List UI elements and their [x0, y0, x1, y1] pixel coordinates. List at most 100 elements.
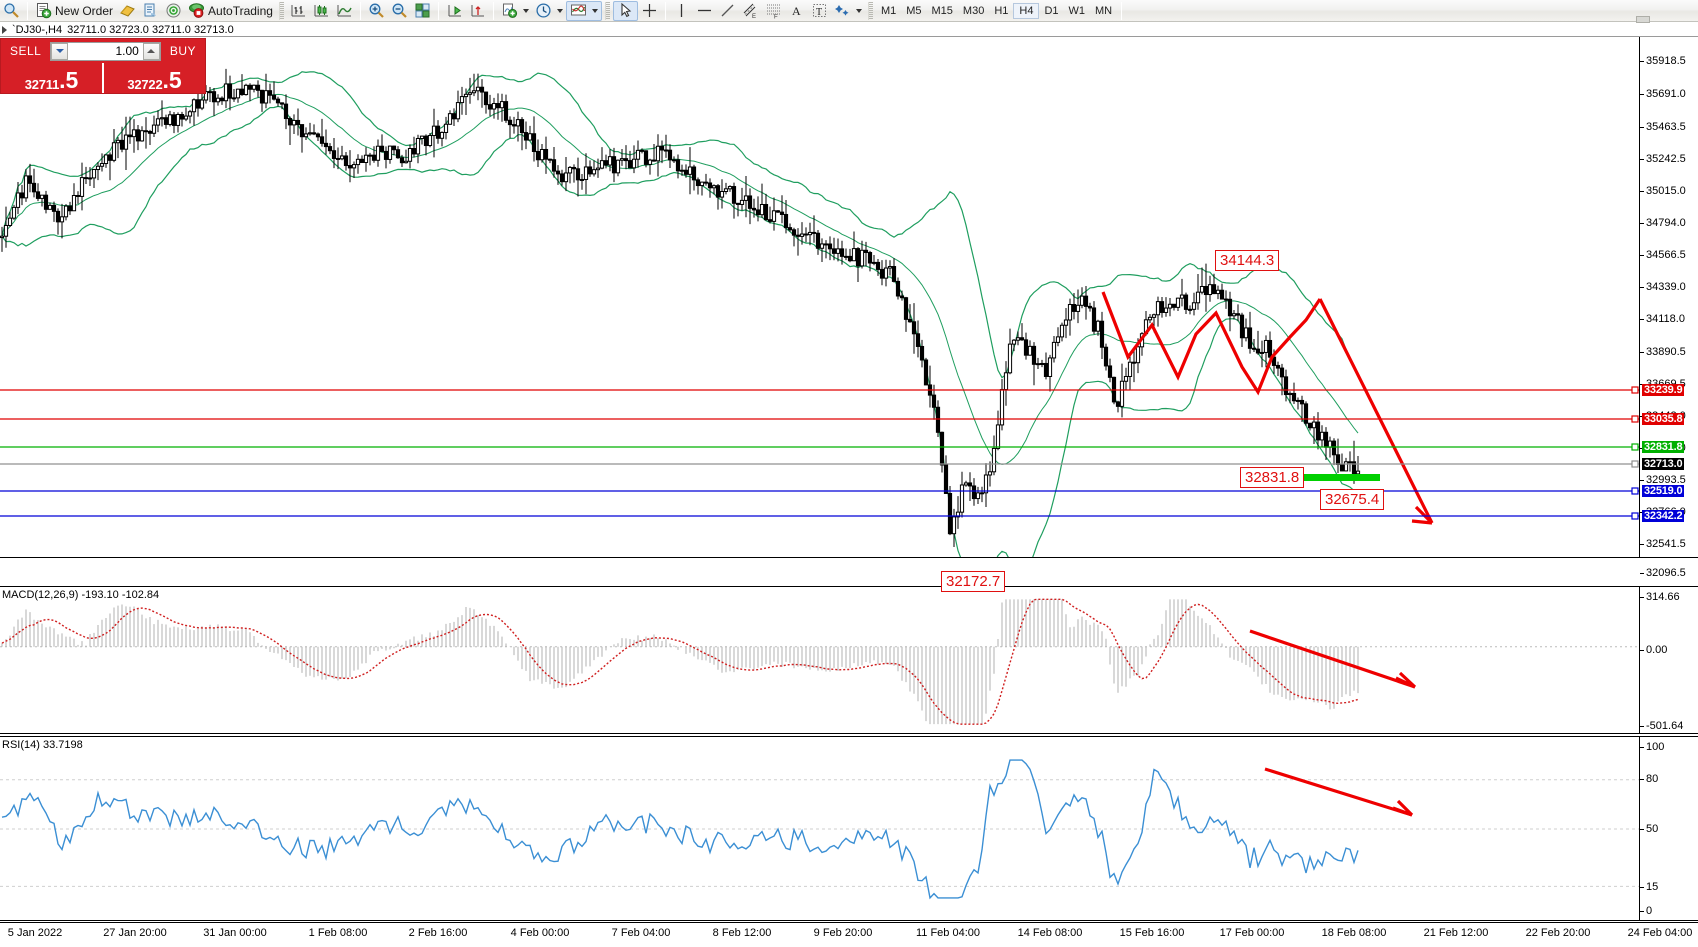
text-icon[interactable]: A: [785, 1, 808, 21]
chart-scrollbar[interactable]: [1636, 16, 1650, 23]
zoom-in-icon[interactable]: [365, 1, 388, 21]
sell-price-main: 32711: [24, 77, 60, 92]
zoom-out-icon[interactable]: [388, 1, 411, 21]
toolbar-grip[interactable]: [867, 1, 873, 20]
timeframe-d1[interactable]: D1: [1044, 4, 1059, 17]
triangle-down-icon: [55, 49, 64, 53]
price-level-tag-support-green[interactable]: 32831.8: [1642, 441, 1685, 453]
vertical-line-icon[interactable]: [670, 1, 693, 21]
chevron-down-icon[interactable]: [556, 8, 563, 13]
auto-scroll-icon[interactable]: [466, 1, 489, 21]
chevron-down-icon[interactable]: [591, 8, 598, 13]
price-level-tag-resistance-1[interactable]: 33239.9: [1642, 384, 1685, 396]
text-label-icon[interactable]: T: [808, 1, 831, 21]
add-indicator-icon: [501, 2, 518, 19]
new-order-label: New Order: [55, 3, 114, 18]
price-level-tag-target-2[interactable]: 32342.2: [1642, 510, 1685, 522]
time-axis[interactable]: 5 Jan 2022 27 Jan 20:00 31 Jan 00:00 1 Feb …: [0, 922, 1698, 947]
panel-divider: [102, 63, 104, 93]
timeframe-h4[interactable]: H4: [1013, 2, 1040, 19]
macd-plot-area[interactable]: [0, 587, 1639, 733]
svg-text:F: F: [774, 15, 778, 20]
expert-advisors-icon[interactable]: [116, 1, 139, 21]
svg-text:A: A: [792, 4, 801, 18]
templates-button[interactable]: [565, 0, 602, 21]
callout-32831[interactable]: 32831.8: [1240, 467, 1305, 488]
bar-chart-icon[interactable]: [287, 1, 310, 21]
cursor-icon[interactable]: [612, 0, 638, 21]
time-label: 21 Feb 12:00: [1423, 927, 1489, 939]
time-label: 22 Feb 20:00: [1525, 927, 1591, 939]
chevron-down-icon[interactable]: [522, 8, 529, 13]
rsi-plot-area[interactable]: [0, 737, 1639, 920]
time-label: 18 Feb 08:00: [1321, 927, 1387, 939]
toolbar-divider: [437, 1, 439, 20]
sell-price[interactable]: 32711 .5: [1, 63, 102, 93]
autotrading-label: AutoTrading: [208, 3, 273, 18]
new-order-icon: [35, 2, 52, 19]
rsi-pane[interactable]: RSI(14) 33.7198 100 80 50 15 0: [0, 736, 1698, 921]
navigator-icon[interactable]: [162, 1, 185, 21]
price-tick: 33890.5: [1640, 346, 1686, 358]
toolbar-grip[interactable]: [278, 1, 284, 20]
shapes-button[interactable]: [831, 1, 865, 21]
timeframe-h1[interactable]: H1: [994, 4, 1009, 17]
fibonacci-icon[interactable]: F: [762, 1, 785, 21]
sell-button[interactable]: SELL: [10, 44, 42, 58]
volume-decrease-button[interactable]: [51, 42, 69, 60]
rsi-tick: 80: [1640, 773, 1658, 785]
time-label: 1 Feb 08:00: [308, 927, 368, 939]
buy-price[interactable]: 32722 .5: [104, 63, 205, 93]
price-level-tag-target-1[interactable]: 32519.0: [1642, 485, 1685, 497]
new-order-button[interactable]: New Order: [32, 1, 116, 21]
rsi-tick: 50: [1640, 823, 1658, 835]
callout-32675[interactable]: 32675.4: [1320, 489, 1385, 510]
callout-32172[interactable]: 32172.7: [941, 571, 1006, 592]
timeframe-mn[interactable]: MN: [1095, 4, 1113, 17]
trendline-icon[interactable]: [716, 1, 739, 21]
horizontal-line-icon[interactable]: [693, 1, 716, 21]
time-label: 15 Feb 16:00: [1119, 927, 1185, 939]
buy-button[interactable]: BUY: [169, 44, 196, 58]
add-indicator-button[interactable]: [498, 1, 532, 21]
chevron-down-icon[interactable]: [855, 8, 862, 13]
collapse-arrow-icon[interactable]: [2, 25, 7, 34]
symbol-info-bar: `DJ30-,H4 32711.0 32723.0 32711.0 32713.…: [0, 23, 1698, 36]
cursor-magnifier-icon[interactable]: [0, 1, 23, 21]
macd-tick: 0.00: [1640, 644, 1667, 656]
price-level-tag-current-price[interactable]: 32713.0: [1642, 458, 1685, 470]
timeframe-m15[interactable]: M15: [931, 4, 953, 17]
price-level-tag-resistance-2[interactable]: 33035.8: [1642, 413, 1685, 425]
equidistant-channel-icon[interactable]: E: [739, 1, 762, 21]
data-window-icon[interactable]: [139, 1, 162, 21]
main-price-pane[interactable]: 35918.5 35691.0 35463.5 35242.5 35015.0 34794…: [0, 36, 1698, 592]
volume-stepper[interactable]: 1.00: [50, 41, 161, 61]
callout-34144[interactable]: 34144.3: [1215, 250, 1280, 271]
volume-increase-button[interactable]: [142, 42, 160, 60]
timeframe-m30[interactable]: M30: [962, 4, 985, 17]
triangle-up-icon: [147, 49, 156, 53]
buy-price-frac: .5: [162, 67, 182, 94]
time-label: 5 Jan 2022: [7, 927, 63, 939]
price-tick: 35918.5: [1640, 55, 1686, 67]
price-tick: 35691.0: [1640, 88, 1686, 100]
price-tick: 32096.5: [1640, 567, 1686, 579]
timeframe-m1[interactable]: M1: [880, 4, 897, 17]
crosshair-icon[interactable]: [638, 1, 661, 21]
chart-shift-icon[interactable]: [443, 1, 466, 21]
timeframe-m5[interactable]: M5: [906, 4, 922, 17]
period-button[interactable]: [532, 1, 566, 21]
volume-value[interactable]: 1.00: [115, 44, 139, 58]
line-chart-icon[interactable]: [333, 1, 356, 21]
tile-windows-icon[interactable]: [411, 1, 434, 21]
autotrading-button[interactable]: AutoTrading: [185, 1, 276, 21]
macd-pane[interactable]: MACD(12,26,9) -193.10 -102.84 314.66 0.00…: [0, 586, 1698, 734]
price-tick: 34566.5: [1640, 249, 1686, 261]
price-axis[interactable]: 35918.5 35691.0 35463.5 35242.5 35015.0 34794…: [1639, 37, 1698, 579]
timeframe-w1[interactable]: W1: [1068, 4, 1086, 17]
candlestick-chart-icon[interactable]: [310, 1, 333, 21]
price-plot-area[interactable]: [0, 37, 1639, 557]
toolbar-grip[interactable]: [604, 1, 610, 20]
one-click-trading-panel[interactable]: SELL 1.00 BUY 32711 .5 32722 .5: [0, 38, 206, 94]
rsi-label: RSI(14) 33.7198: [2, 739, 83, 751]
